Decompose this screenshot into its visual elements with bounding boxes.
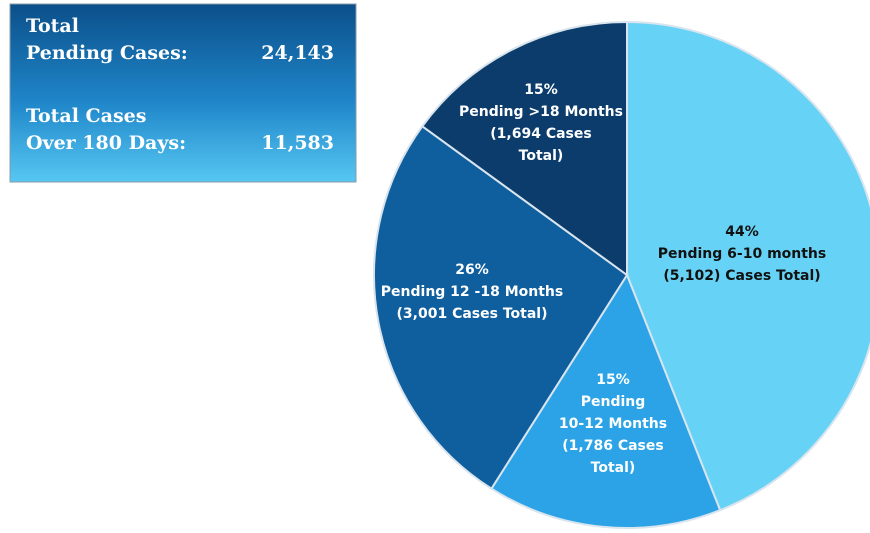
- pie-slice: [626, 20, 870, 512]
- slice-label: (1,786 Cases: [562, 438, 663, 454]
- slice-label: Pending >18 Months: [459, 104, 623, 120]
- summary-value: 11,583: [261, 132, 334, 154]
- slice-label: (1,694 Cases: [490, 126, 591, 142]
- summary-label: Over 180 Days:: [26, 132, 186, 154]
- summary-box: [9, 3, 357, 183]
- slice-label: Pending 6-10 months: [658, 246, 826, 262]
- slice-label: 10-12 Months: [559, 416, 667, 432]
- slice-label: Pending: [581, 394, 646, 410]
- slice-percent: 44%: [725, 224, 759, 240]
- pie-slice: [420, 20, 628, 277]
- summary-label: Total Cases: [26, 105, 146, 127]
- pie-slice: [490, 272, 722, 529]
- slice-label: (5,102) Cases Total): [663, 268, 820, 284]
- summary-value: 24,143: [261, 42, 334, 64]
- slice-percent: 15%: [596, 372, 630, 388]
- pie-slice: [373, 124, 629, 490]
- summary-label: Pending Cases:: [26, 42, 188, 64]
- slice-label: Total): [519, 148, 564, 164]
- summary: Total Pending Cases: 24,143 Total Cases Over…: [26, 15, 334, 154]
- slice-label: (3,001 Cases Total): [397, 306, 548, 322]
- slice-percent: 26%: [455, 262, 489, 278]
- slice-label: Pending 12 -18 Months: [381, 284, 563, 300]
- slice-percent: 15%: [524, 82, 558, 98]
- slice-label: Total): [591, 460, 636, 476]
- pie: 44% Pending 6-10 months (5,102) Cases Tota…: [373, 20, 870, 529]
- summary-label: Total: [26, 15, 79, 37]
